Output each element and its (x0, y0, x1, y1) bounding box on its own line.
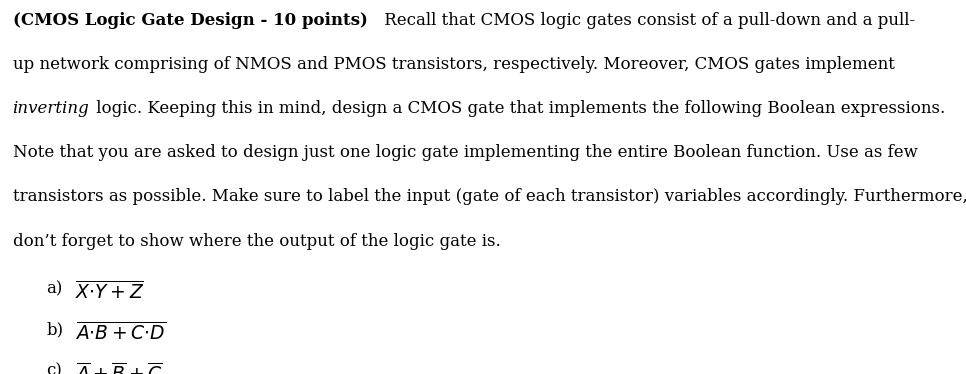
Text: logic. Keeping this in mind, design a CMOS gate that implements the following Bo: logic. Keeping this in mind, design a CM… (91, 100, 945, 117)
Text: don’t forget to show where the output of the logic gate is.: don’t forget to show where the output of… (13, 233, 500, 249)
Text: (CMOS Logic Gate Design - 10 points): (CMOS Logic Gate Design - 10 points) (13, 12, 367, 29)
Text: Note that you are asked to design just one logic gate implementing the entire Bo: Note that you are asked to design just o… (13, 144, 918, 161)
Text: $\overline{A}+\overline{B}+\overline{C}$: $\overline{A}+\overline{B}+\overline{C}$ (75, 363, 163, 374)
Text: Recall that CMOS logic gates consist of a pull-down and a pull-: Recall that CMOS logic gates consist of … (379, 12, 915, 29)
Text: transistors as possible. Make sure to label the input (gate of each transistor) : transistors as possible. Make sure to la… (13, 188, 966, 205)
Text: c): c) (46, 363, 62, 374)
Text: a): a) (46, 280, 63, 297)
Text: $\overline{A{\cdot}B+C{\cdot}D}$: $\overline{A{\cdot}B+C{\cdot}D}$ (75, 322, 166, 343)
Text: up network comprising of NMOS and PMOS transistors, respectively. Moreover, CMOS: up network comprising of NMOS and PMOS t… (13, 56, 895, 73)
Text: inverting: inverting (13, 100, 89, 117)
Text: $\overline{X{\cdot}Y+Z}$: $\overline{X{\cdot}Y+Z}$ (75, 280, 145, 302)
Text: b): b) (46, 322, 64, 338)
